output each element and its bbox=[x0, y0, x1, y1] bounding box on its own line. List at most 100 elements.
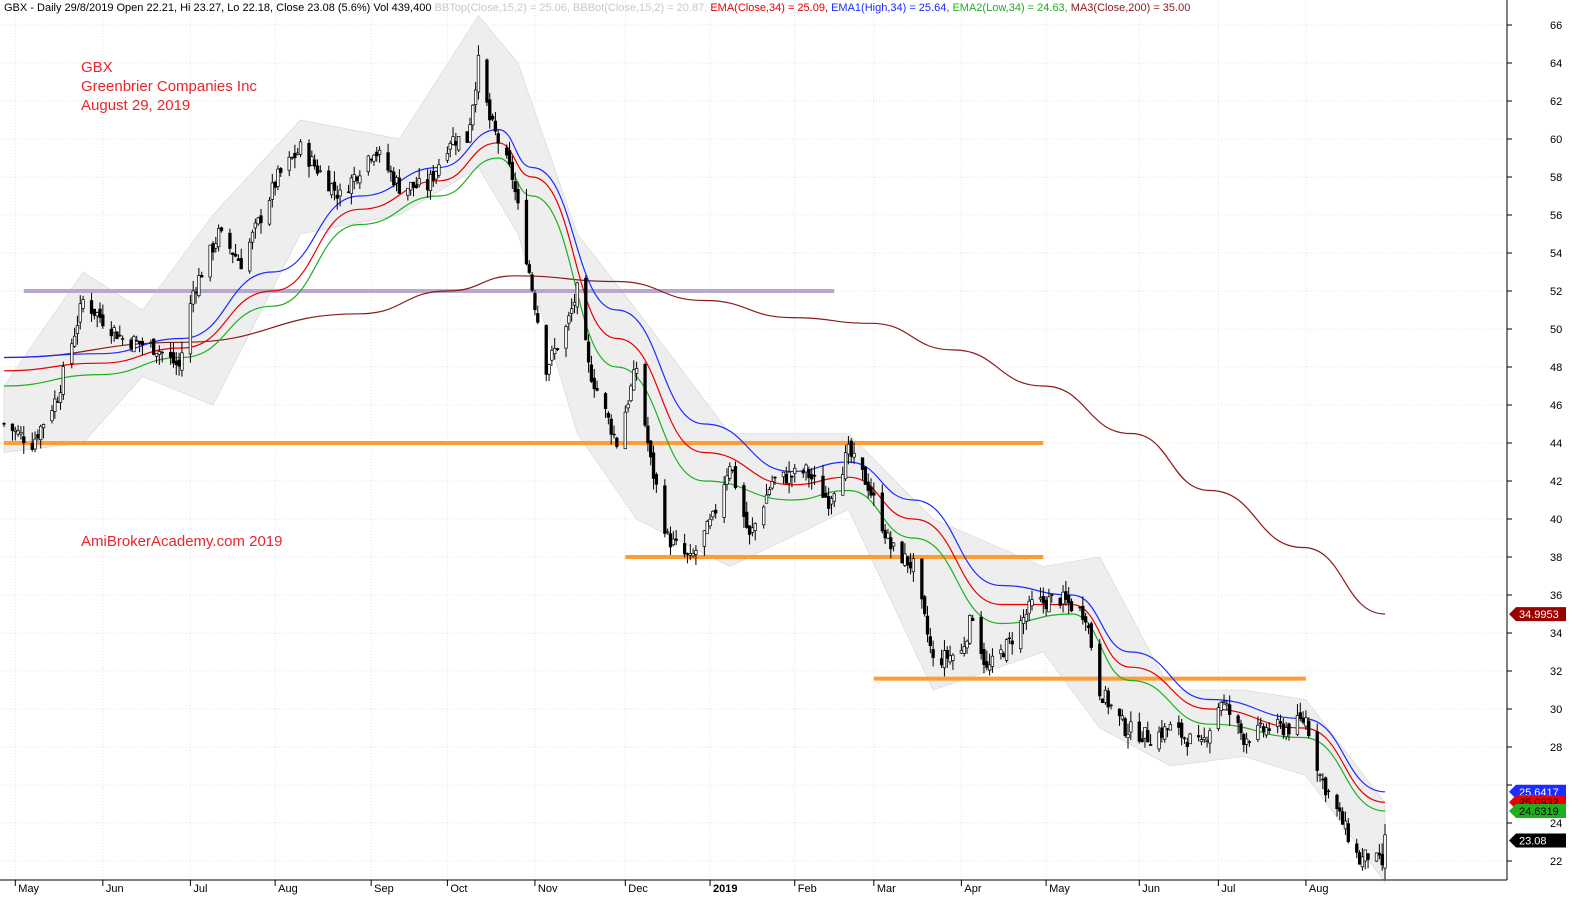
candle-body bbox=[821, 475, 825, 498]
candle-body bbox=[1355, 843, 1359, 853]
candle-body bbox=[1301, 717, 1305, 723]
candle-body bbox=[572, 301, 577, 306]
candle-body bbox=[764, 494, 769, 504]
y-tick-label: 22 bbox=[1550, 856, 1562, 868]
candle-body bbox=[536, 313, 540, 323]
candle-body bbox=[1357, 852, 1362, 865]
candle-body bbox=[609, 418, 613, 435]
candle-body bbox=[1010, 640, 1014, 645]
candle-body bbox=[733, 466, 738, 488]
candle-body bbox=[397, 177, 402, 194]
x-tick-label: May bbox=[1049, 883, 1070, 895]
candle-body bbox=[1041, 595, 1045, 604]
candle-body bbox=[682, 543, 687, 555]
candle-body bbox=[1069, 601, 1074, 612]
candle-body bbox=[437, 164, 441, 176]
x-tick-label: May bbox=[18, 883, 39, 895]
candle-body bbox=[307, 142, 311, 167]
x-tick-label: Dec bbox=[628, 883, 648, 895]
candle-body bbox=[654, 474, 659, 485]
candle-body bbox=[132, 336, 136, 353]
y-tick-label: 42 bbox=[1550, 476, 1562, 488]
candle-body bbox=[646, 425, 650, 444]
candle-body bbox=[1222, 701, 1226, 703]
candle-body bbox=[908, 561, 913, 569]
candle-body bbox=[1239, 723, 1243, 734]
candle-body bbox=[476, 54, 481, 93]
candle-body bbox=[1202, 737, 1206, 740]
candle-body bbox=[584, 277, 588, 341]
candle-body bbox=[547, 364, 551, 375]
candle-body bbox=[219, 227, 224, 232]
y-tick-label: 32 bbox=[1550, 666, 1562, 678]
y-tick-label: 50 bbox=[1550, 324, 1562, 336]
candle-body bbox=[267, 200, 272, 225]
candle-body bbox=[714, 509, 718, 514]
candle-body bbox=[1078, 606, 1082, 609]
candle-body bbox=[39, 426, 43, 441]
candle-body bbox=[1021, 617, 1026, 624]
value-tag-box bbox=[1509, 607, 1566, 622]
candle-body bbox=[1321, 778, 1325, 781]
candle-body bbox=[1264, 727, 1269, 736]
candle-body bbox=[473, 89, 478, 105]
candle-body bbox=[883, 529, 887, 539]
candle-body bbox=[471, 104, 475, 126]
candle-body bbox=[1298, 712, 1302, 719]
candle-body bbox=[313, 159, 317, 167]
candle-body bbox=[338, 189, 342, 197]
candle-body bbox=[465, 131, 469, 143]
candle-body bbox=[1318, 774, 1322, 776]
ema-close-line bbox=[3, 142, 1386, 803]
candle-body bbox=[1225, 703, 1229, 706]
candle-body bbox=[445, 153, 450, 161]
candle-body bbox=[632, 369, 636, 391]
candle-body bbox=[544, 325, 548, 375]
candle-body bbox=[1343, 820, 1348, 830]
candle-body bbox=[216, 228, 221, 248]
candle-body bbox=[1109, 704, 1113, 707]
candle-body bbox=[137, 340, 142, 344]
candle-body bbox=[1261, 726, 1266, 732]
candle-body bbox=[332, 181, 337, 191]
candle-body bbox=[807, 469, 811, 479]
candle-body bbox=[866, 481, 870, 491]
candle-body bbox=[942, 650, 947, 669]
candle-body bbox=[250, 231, 255, 243]
candle-body bbox=[674, 538, 678, 541]
candle-body bbox=[1103, 689, 1108, 703]
candle-body bbox=[979, 616, 983, 654]
candle-body bbox=[1129, 721, 1133, 733]
candle-body bbox=[702, 530, 707, 547]
candle-body bbox=[951, 654, 955, 661]
candle-body bbox=[1256, 724, 1260, 740]
candle-body bbox=[750, 527, 755, 533]
candle-body bbox=[22, 436, 26, 444]
candle-body bbox=[1143, 727, 1147, 739]
candle-body bbox=[53, 398, 57, 412]
candle-body bbox=[1126, 733, 1130, 739]
watermark-label: AmiBrokerAcademy.com 2019 bbox=[81, 533, 282, 550]
x-tick-label: Mar bbox=[877, 883, 896, 895]
candle-body bbox=[335, 194, 339, 199]
y-tick-label: 30 bbox=[1550, 704, 1562, 716]
value-tag-label: 24.6319 bbox=[1519, 806, 1559, 818]
candle-body bbox=[1163, 726, 1167, 740]
candle-body bbox=[329, 183, 334, 196]
candle-body bbox=[651, 452, 656, 479]
candle-body bbox=[985, 661, 989, 668]
candle-body bbox=[1208, 730, 1212, 744]
candle-body bbox=[1148, 744, 1153, 746]
candle-body bbox=[239, 258, 243, 270]
candle-body bbox=[197, 275, 201, 296]
candle-body bbox=[592, 377, 596, 390]
candle-body bbox=[812, 474, 817, 477]
candle-body bbox=[375, 151, 379, 157]
candle-body bbox=[770, 481, 774, 489]
candle-body bbox=[1098, 643, 1102, 697]
candle-body bbox=[50, 410, 54, 422]
x-tick-label: Jul bbox=[193, 883, 207, 895]
candle-body bbox=[1335, 794, 1339, 810]
candle-body bbox=[1267, 728, 1271, 732]
candle-body bbox=[753, 523, 757, 531]
